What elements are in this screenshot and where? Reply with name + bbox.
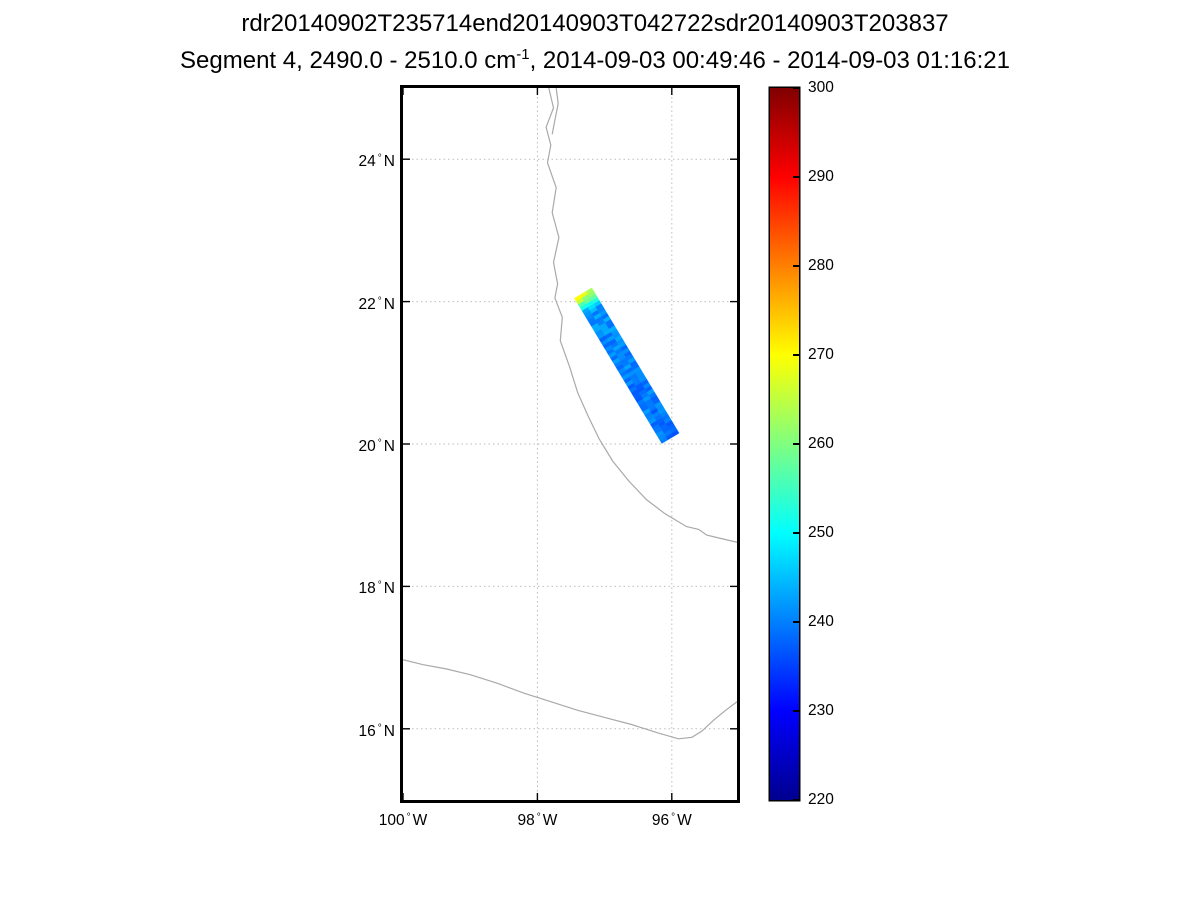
colorbar-tick-mark bbox=[793, 443, 799, 445]
colorbar-tick-mark bbox=[793, 87, 799, 89]
lat-tick-label-20: 20 ° N bbox=[358, 438, 395, 455]
coastline-pacific-coast bbox=[403, 659, 737, 740]
colorbar-tick-label-300: 300 bbox=[808, 79, 834, 96]
colorbar-tick-mark bbox=[793, 354, 799, 356]
colorbar-tick-label-270: 270 bbox=[808, 346, 834, 363]
lat-tick-label-16: 16 ° N bbox=[358, 722, 395, 740]
colorbar-tick-mark bbox=[793, 799, 799, 801]
plot-subtitle-prefix: Segment 4, 2490.0 - 2510.0 cm bbox=[180, 47, 517, 74]
colorbar-tick-label-290: 290 bbox=[808, 168, 834, 185]
map-plot bbox=[403, 88, 737, 800]
colorbar-tick-label-240: 240 bbox=[808, 613, 834, 630]
colorbar-tick-label-250: 250 bbox=[808, 524, 834, 541]
data-swath bbox=[574, 287, 680, 444]
lon-tick-label-100: 100 ° W bbox=[378, 812, 428, 829]
colorbar-tick-label-230: 230 bbox=[808, 702, 834, 719]
plot-subtitle-suffix: , 2014-09-03 00:49:46 - 2014-09-03 01:16… bbox=[529, 47, 1010, 74]
colorbar-tick-mark bbox=[793, 621, 799, 623]
lon-tick-label-96: 96 ° W bbox=[651, 812, 692, 829]
lat-tick-label-24: 24 ° N bbox=[358, 153, 395, 171]
colorbar-tick-mark bbox=[793, 176, 799, 178]
swath-cell bbox=[659, 436, 668, 444]
lat-tick-label-22: 22 ° N bbox=[358, 295, 395, 313]
coastline-gulf-coast bbox=[545, 88, 737, 543]
colorbar-tick-mark bbox=[793, 265, 799, 267]
plot-title-line-1: rdr20140902T235714end20140903T042722sdr2… bbox=[241, 10, 949, 37]
wavenumber-exponent: -1 bbox=[516, 46, 530, 63]
colorbar-tick-mark bbox=[793, 710, 799, 712]
colorbar-tick-mark bbox=[793, 532, 799, 534]
coastline-barrier-island bbox=[551, 88, 559, 135]
plot-title-line-2: Segment 4, 2490.0 - 2510.0 cm-1, 2014-09… bbox=[0, 46, 1190, 75]
colorbar-tick-label-260: 260 bbox=[808, 435, 834, 452]
map-axes bbox=[403, 88, 737, 800]
colorbar-tick-label-280: 280 bbox=[808, 257, 834, 274]
colorbar-tick-label-220: 220 bbox=[808, 791, 834, 808]
lat-tick-label-18: 18 ° N bbox=[358, 580, 395, 598]
lon-tick-label-98: 98 ° W bbox=[517, 812, 558, 829]
